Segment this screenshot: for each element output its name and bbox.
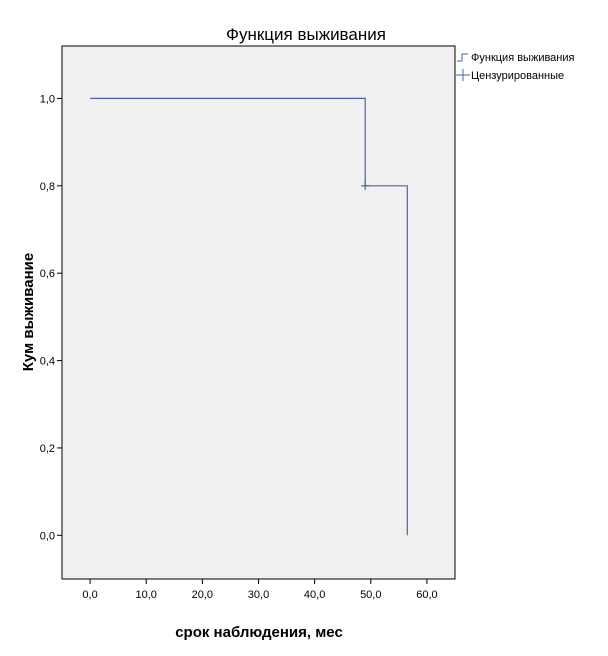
legend-step-icon	[457, 53, 468, 62]
plot-area	[61, 45, 456, 580]
y-tick-label: 0,8	[40, 181, 55, 193]
x-tick-label: 40,0	[304, 589, 325, 601]
legend-item-censored: Цензурированные	[456, 69, 564, 82]
chart-title: Функция выживания	[226, 25, 386, 44]
x-tick-label: 60,0	[416, 589, 437, 601]
x-tick-label: 50,0	[360, 589, 381, 601]
y-tick-label: 0,4	[40, 356, 55, 368]
x-axis-label: срок наблюдения, мес	[175, 624, 343, 641]
y-tick-label: 1,0	[40, 93, 55, 105]
legend: Функция выживания Цензурированные	[456, 52, 575, 82]
x-tick-label: 0,0	[82, 589, 97, 601]
censor-layer	[361, 181, 370, 190]
y-axis-label: Кум выживание	[20, 253, 37, 371]
legend-label-censored: Цензурированные	[471, 70, 564, 82]
censored-mark	[361, 181, 370, 190]
y-tick-label: 0,6	[40, 268, 55, 280]
legend-label-survival: Функция выживания	[471, 52, 575, 64]
legend-item-survival: Функция выживания	[457, 52, 575, 64]
x-axis: 0,0 10,0 20,0 30,0 40,0 50,0 60,0	[82, 579, 438, 601]
x-tick-label: 30,0	[248, 589, 269, 601]
x-tick-label: 10,0	[136, 589, 157, 601]
y-tick-label: 0,2	[40, 443, 55, 455]
x-tick-label: 20,0	[192, 589, 213, 601]
y-tick-label: 0,0	[40, 530, 55, 542]
y-axis: 0,0 0,2 0,4 0,6 0,8 1,0	[40, 93, 62, 542]
